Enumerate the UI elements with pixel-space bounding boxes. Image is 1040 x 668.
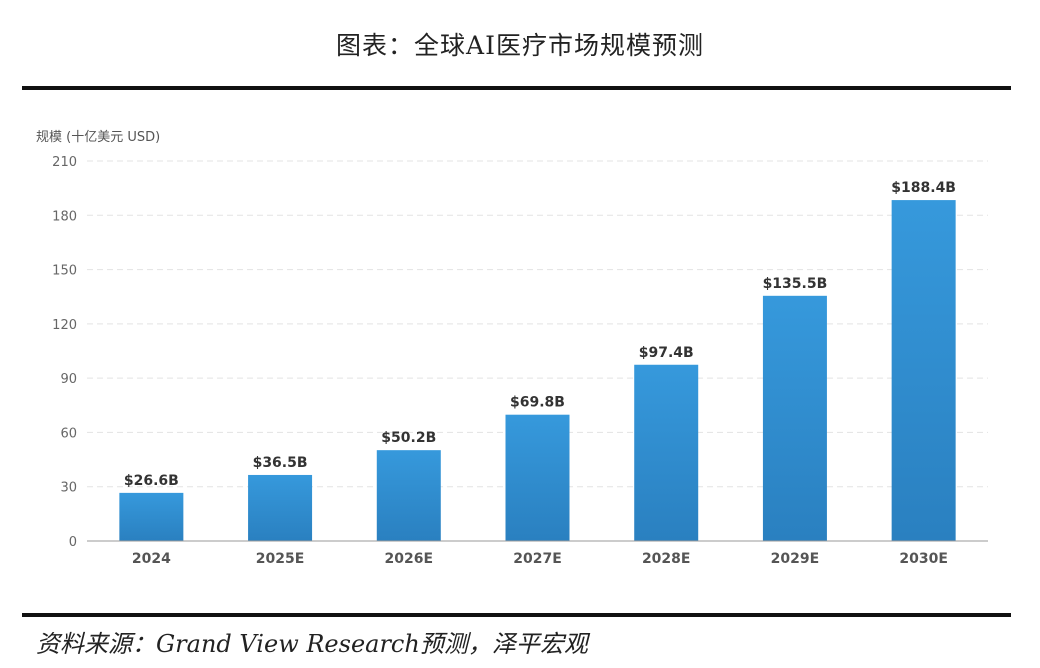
x-tick-label-2029E: 2029E [771, 551, 820, 567]
data-label-2027E: $69.8B [510, 395, 565, 411]
y-axis-ticks: 0 30 60 90 120 150 180 210 [52, 155, 77, 550]
x-tick-label-2030E: 2030E [899, 551, 948, 567]
x-tick-label-2027E: 2027E [513, 551, 562, 567]
y-tick-label: 30 [60, 481, 77, 496]
y-tick-label: 150 [52, 264, 77, 279]
data-label-2025E: $36.5B [253, 455, 308, 471]
bar-2024 [119, 492, 184, 541]
bar-2030E [891, 200, 956, 542]
data-label-2030E: $188.4B [891, 180, 956, 196]
grid-lines [87, 160, 988, 488]
y-tick-label: 0 [69, 535, 77, 550]
bar-2025E [248, 474, 313, 541]
bars [119, 200, 956, 542]
y-tick-label: 120 [52, 318, 77, 333]
y-tick-label: 90 [60, 372, 77, 387]
x-tick-label-2024: 2024 [132, 551, 171, 567]
bar-2029E [762, 295, 827, 541]
bar-2027E [505, 414, 570, 541]
figure-title: 图表：全球AI医疗市场规模预测 [336, 31, 704, 60]
x-tick-label-2028E: 2028E [642, 551, 691, 567]
x-tick-label-2025E: 2025E [256, 551, 305, 567]
data-labels: $26.6B $36.5B $50.2B $69.8B $97.4B $135.5B $18… [124, 180, 956, 489]
bar-chart: 规模 (十亿美元 USD) 0 30 60 90 120 150 180 210 $26.6B… [36, 130, 988, 567]
source-note: 资料来源：Grand View Research预测，泽平宏观 [36, 630, 588, 658]
data-label-2028E: $97.4B [639, 345, 694, 361]
bar-2028E [634, 364, 699, 541]
y-tick-label: 60 [60, 426, 77, 441]
top-rule [22, 86, 1011, 90]
data-label-2029E: $135.5B [763, 276, 828, 292]
y-tick-label: 210 [52, 155, 77, 170]
data-label-2024: $26.6B [124, 473, 179, 489]
x-tick-label-2026E: 2026E [385, 551, 434, 567]
bar-2026E [376, 450, 441, 541]
y-axis-label: 规模 (十亿美元 USD) [36, 130, 160, 145]
bottom-rule [22, 613, 1011, 617]
y-tick-label: 180 [52, 209, 77, 224]
x-axis-ticks: 2024 2025E 2026E 2027E 2028E 2029E 2030E [132, 551, 948, 567]
data-label-2026E: $50.2B [381, 430, 436, 446]
